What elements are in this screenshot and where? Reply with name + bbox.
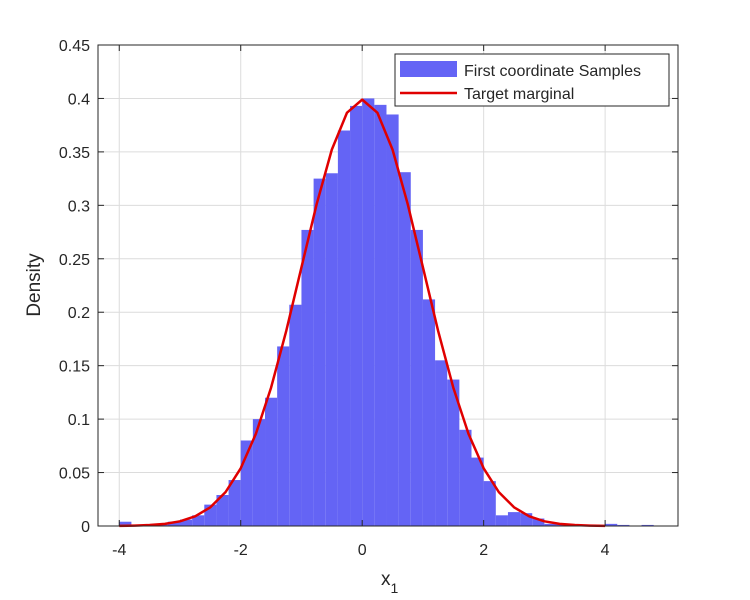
histogram-bar <box>471 457 484 526</box>
histogram-bar <box>605 523 618 526</box>
y-tick-label: 0.3 <box>68 198 90 215</box>
histogram-bar <box>325 173 338 526</box>
histogram-bar <box>119 521 132 526</box>
x-axis-label: x1 <box>381 569 399 596</box>
y-tick-label: 0.35 <box>59 145 90 162</box>
ticks <box>98 44 678 527</box>
x-tick-label: 4 <box>601 542 610 559</box>
histogram-bar <box>617 524 630 526</box>
y-tick-label: 0 <box>81 519 90 536</box>
histogram-bar <box>362 98 375 526</box>
y-tick-label: 0.45 <box>59 38 90 55</box>
histogram-bar <box>179 519 193 526</box>
y-tick-label: 0.4 <box>68 91 90 108</box>
histogram-bar <box>544 523 557 526</box>
histogram-bar <box>216 495 229 526</box>
histogram-bar <box>252 419 266 526</box>
legend-swatch-samples <box>400 61 457 77</box>
histogram-bar <box>532 518 545 526</box>
x-tick-labels: -4 -2 0 2 4 <box>112 542 610 559</box>
x-tick-label: 2 <box>479 542 488 559</box>
histogram-bar <box>398 172 411 526</box>
histogram-bar <box>507 512 521 526</box>
axes-frame <box>97 44 679 527</box>
histogram-bar <box>277 346 290 526</box>
y-tick-label: 0.05 <box>59 466 90 483</box>
legend: First coordinate Samples Target marginal <box>394 53 670 107</box>
y-tick-label: 0.15 <box>59 359 90 376</box>
histogram-bar <box>483 481 496 526</box>
legend-label-samples: First coordinate Samples <box>464 63 641 80</box>
y-axis-label: Density <box>24 253 45 317</box>
target-marginal-curve <box>119 98 606 528</box>
histogram-bar <box>435 360 448 526</box>
histogram-bars <box>119 98 654 526</box>
histogram-bar <box>641 524 654 526</box>
y-tick-label: 0.1 <box>68 412 90 429</box>
x-tick-label: -4 <box>112 542 126 559</box>
x-axis-label-main: x <box>381 569 391 590</box>
histogram-bar <box>289 304 302 526</box>
histogram-bar <box>228 480 241 526</box>
histogram-bar <box>313 178 326 526</box>
histogram-bar <box>495 515 508 526</box>
histogram-bar <box>386 114 399 526</box>
histogram-bar <box>167 521 180 526</box>
x-tick-label: -2 <box>234 542 248 559</box>
histogram-bar <box>447 379 460 526</box>
histogram-bar <box>459 429 472 526</box>
histogram-bar <box>301 229 314 526</box>
y-tick-label: 0.25 <box>59 252 90 269</box>
histogram-bar <box>265 397 278 526</box>
histogram-bar <box>192 515 205 526</box>
x-tick-label: 0 <box>358 542 367 559</box>
histogram-bar <box>422 299 436 526</box>
y-tick-labels: 0 0.05 0.1 0.15 0.2 0.25 0.3 0.35 0.4 0.45 <box>59 38 90 536</box>
y-tick-label: 0.2 <box>68 305 90 322</box>
histogram-bar <box>337 130 351 526</box>
histogram-bar <box>350 105 363 526</box>
legend-label-target: Target marginal <box>464 86 574 103</box>
histogram-bar <box>374 104 387 526</box>
histogram-bar <box>410 229 423 526</box>
x-axis-label-subscript: 1 <box>391 580 399 596</box>
